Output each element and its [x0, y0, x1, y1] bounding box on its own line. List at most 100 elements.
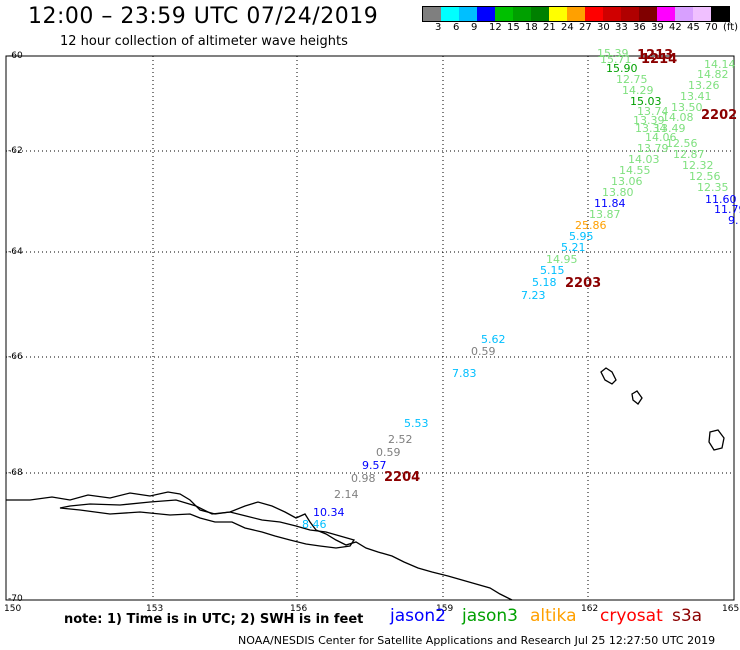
wave-value: 11.60	[705, 193, 737, 206]
wave-value: 5.15	[540, 264, 565, 277]
pass-time-label: 1214	[641, 52, 678, 67]
wave-value: 13.34	[635, 122, 667, 135]
scale-label: 33	[615, 22, 628, 33]
satellite-label-jason2: jason2	[390, 606, 446, 626]
wave-value: 13.41	[680, 90, 712, 103]
wave-value: 14.06	[645, 131, 677, 144]
wave-value: 10.34	[313, 506, 345, 519]
pass-time-label: 2204	[384, 470, 421, 485]
wave-value: 12.56	[689, 170, 721, 183]
lat-label: -60	[8, 51, 23, 61]
wave-value: 0.98	[351, 472, 376, 485]
wave-value: 13.79	[637, 142, 669, 155]
scale-swatch	[549, 7, 567, 21]
scale-label: 21	[543, 22, 556, 33]
wave-value: 14.95	[546, 253, 578, 266]
scale-label: 45	[687, 22, 700, 33]
color-scale-swatches	[422, 6, 730, 22]
scale-label: 42	[669, 22, 682, 33]
wave-value: 12.56	[666, 137, 698, 150]
wave-value: 5.95	[569, 230, 594, 243]
pass-time-label: 2203	[565, 276, 602, 291]
wave-value: 12.87	[673, 148, 705, 161]
wave-value: 5.62	[481, 333, 506, 346]
wave-value: 14.82	[697, 68, 729, 81]
wave-value: 2.14	[334, 488, 359, 501]
wave-value: 15.03	[630, 95, 662, 108]
lat-label: -64	[8, 247, 23, 257]
wave-value: 15.90	[606, 62, 638, 75]
scale-label: 12	[489, 22, 502, 33]
wave-value: 13.39	[633, 114, 665, 127]
island-2	[631, 390, 643, 405]
scale-swatch	[477, 7, 495, 21]
map-frame	[5, 55, 735, 601]
scale-label: 70	[705, 22, 718, 33]
footer-credit: NOAA/NESDIS Center for Satellite Applica…	[238, 634, 716, 647]
scale-label: 15	[507, 22, 520, 33]
wave-value: 13.06	[611, 175, 643, 188]
scale-label: 18	[525, 22, 538, 33]
wave-value: 12.35	[697, 181, 729, 194]
island-1	[600, 367, 617, 385]
scale-swatch	[603, 7, 621, 21]
lon-label: 162	[581, 604, 599, 614]
page-title: 12:00 – 23:59 UTC 07/24/2019	[28, 4, 379, 29]
scale-swatch	[693, 7, 711, 21]
wave-value: 14.29	[622, 84, 654, 97]
wave-value: 8.46	[302, 518, 327, 531]
scale-label: 39	[651, 22, 664, 33]
scale-label: 9	[471, 22, 478, 33]
wave-value: 14.03	[628, 153, 660, 166]
lon-label: 150	[4, 604, 22, 614]
satellite-label-jason3: jason3	[462, 606, 518, 626]
lon-label: 165	[722, 604, 740, 614]
pass-time-label: 1213	[637, 48, 674, 63]
scale-swatch	[459, 7, 477, 21]
graticule	[6, 56, 734, 600]
scale-swatch	[495, 7, 513, 21]
scale-swatch	[657, 7, 675, 21]
wave-value: 9.57	[362, 459, 387, 472]
scale-label: 27	[579, 22, 592, 33]
pass-time-label: 2202	[701, 108, 738, 123]
wave-value: 14.08	[662, 111, 694, 124]
coastline	[6, 491, 513, 601]
wave-value: 11.84	[594, 197, 626, 210]
scale-swatch	[639, 7, 657, 21]
units-note: note: 1) Time is in UTC; 2) SWH is in fe…	[64, 612, 364, 627]
coastline-peninsula	[59, 499, 356, 549]
wave-value: 5.53	[404, 417, 429, 430]
wave-value: 11.79	[714, 203, 740, 216]
wave-value: 13.74	[637, 105, 669, 118]
wave-value: 13.26	[688, 79, 720, 92]
scale-label: 3	[435, 22, 442, 33]
scale-swatch	[513, 7, 531, 21]
wave-value: 13.50	[671, 101, 703, 114]
wave-value: 0.59	[471, 345, 496, 358]
satellite-label-cryosat: cryosat	[600, 606, 663, 626]
scale-swatch	[711, 7, 729, 21]
color-scale-labels: 3 6 9 12 15 18 21 24 27 30 33 36 39 42 45 70 (ft)	[422, 22, 740, 36]
color-scale-legend: 3 6 9 12 15 18 21 24 27 30 33 36 39 42 45 70 (ft)	[422, 6, 738, 33]
lon-label: 156	[290, 604, 308, 614]
wave-value: 12.75	[616, 73, 648, 86]
wave-value: 0.59	[376, 446, 401, 459]
scale-swatch	[567, 7, 585, 21]
wave-value: 25.86	[575, 219, 607, 232]
scale-swatch	[423, 7, 441, 21]
lat-label: -68	[8, 468, 23, 478]
wave-value: 13.87	[589, 208, 621, 221]
satellite-label-s3a: s3a	[672, 606, 703, 626]
wave-value: 7.83	[452, 367, 477, 380]
scale-label: 36	[633, 22, 646, 33]
island-3	[708, 429, 725, 451]
scale-swatch	[585, 7, 603, 21]
scale-label: 30	[597, 22, 610, 33]
wave-value: 14.55	[619, 164, 651, 177]
lon-label: 153	[146, 604, 164, 614]
wave-value: 13.49	[654, 122, 686, 135]
wave-value: 14.14	[704, 58, 736, 71]
